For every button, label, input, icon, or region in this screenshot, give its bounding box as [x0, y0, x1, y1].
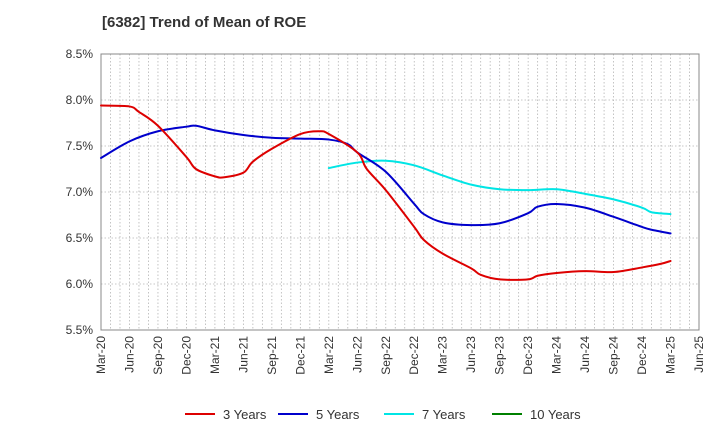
- series-line-5-years: [100, 124, 672, 235]
- y-tick-label: 7.5%: [66, 139, 94, 153]
- legend: 3 Years 5 Years 7 Years 10 Years: [185, 407, 581, 422]
- x-tick-label: Sep-20: [151, 336, 165, 375]
- x-tick-label: Mar-20: [94, 336, 108, 374]
- x-tick-label: Dec-23: [521, 336, 535, 375]
- x-tick-label: Mar-21: [208, 336, 222, 374]
- x-tick-label: Dec-24: [635, 336, 649, 375]
- x-tick-label: Mar-24: [550, 336, 564, 374]
- x-tick-label: Jun-25: [692, 336, 706, 373]
- plot-border: [100, 53, 700, 331]
- x-tick-label: Mar-23: [436, 336, 450, 374]
- legend-label-10-years: 10 Years: [530, 407, 581, 422]
- x-tick-label: Sep-21: [265, 336, 279, 375]
- y-tick-label: 7.0%: [66, 185, 94, 199]
- x-tick-label: Sep-24: [607, 336, 621, 375]
- x-tick-label: Dec-22: [407, 336, 421, 375]
- y-tick-label: 6.0%: [66, 277, 94, 291]
- x-tick-label: Dec-20: [179, 336, 193, 375]
- axes: 8.5% 8.0% 7.5% 7.0% 6.5% 6.0% 5.5%Mar-20 Jun-20…: [66, 47, 706, 375]
- x-tick-label: Jun-24: [578, 336, 592, 373]
- x-tick-label: Mar-25: [664, 336, 678, 374]
- x-tick-label: Jun-20: [122, 336, 136, 373]
- chart-title: [6382] Trend of Mean of ROE: [102, 14, 307, 31]
- series-line-3-years: [100, 104, 672, 281]
- x-tick-label: Mar-22: [322, 336, 336, 374]
- y-tick-label: 6.5%: [66, 231, 94, 245]
- legend-label-7-years: 7 Years: [422, 407, 466, 422]
- y-tick-label: 8.0%: [66, 93, 94, 107]
- x-tick-label: Dec-21: [293, 336, 307, 375]
- series-line-7-years: [327, 159, 672, 216]
- legend-label-5-years: 5 Years: [316, 407, 360, 422]
- series-lines: [100, 104, 672, 281]
- x-tick-label: Sep-23: [493, 336, 507, 375]
- legend-label-3-years: 3 Years: [223, 407, 267, 422]
- x-tick-label: Jun-22: [350, 336, 364, 373]
- y-tick-label: 8.5%: [66, 47, 94, 61]
- x-tick-label: Jun-23: [464, 336, 478, 373]
- y-tick-label: 5.5%: [66, 323, 94, 337]
- x-tick-label: Jun-21: [236, 336, 250, 373]
- x-tick-label: Sep-22: [379, 336, 393, 375]
